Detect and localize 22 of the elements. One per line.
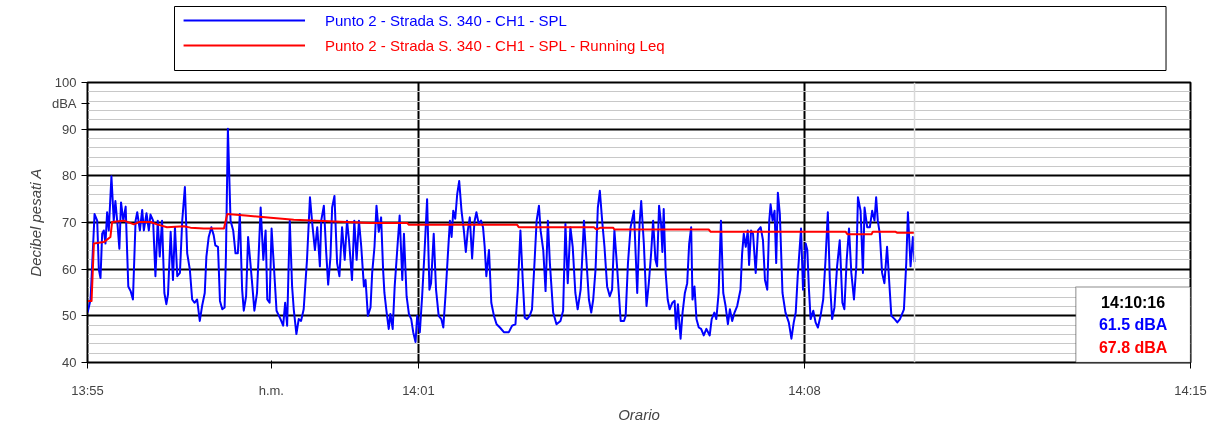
- y-tick-label: 50: [62, 308, 77, 324]
- x-tick-label: 14:15: [1174, 382, 1207, 398]
- y-tick-label: 40: [62, 355, 77, 370]
- annotation: 67.8 dBA: [1098, 338, 1168, 356]
- y-tick-label: 90: [62, 121, 77, 137]
- line-series: [87, 213, 916, 302]
- line-series: [87, 127, 916, 343]
- annotation: 14:10:16: [1101, 293, 1166, 311]
- x-tick-label: 14:01: [402, 382, 435, 398]
- text: dBA: [51, 96, 77, 111]
- y-tick-label: 100: [54, 75, 77, 90]
- y-tick-label: 60: [62, 261, 77, 277]
- x-axis-title: Orario: [618, 405, 660, 423]
- text: Punto 2 - Strada S. 340 - CH1 - SPL: [324, 12, 567, 29]
- y-tick-label: 70: [62, 215, 77, 230]
- annotation: 61.5 dBA: [1098, 316, 1168, 334]
- text: Punto 2 - Strada S. 340 - CH1 - SPL - Running Leq: [324, 37, 665, 54]
- text: h.m.: [258, 382, 284, 398]
- y-axis-title: Decibel pesati A: [26, 168, 44, 277]
- x-tick-label: 14:08: [788, 382, 821, 398]
- y-tick-label: 80: [62, 168, 77, 184]
- x-tick-label: 13:55: [71, 382, 104, 398]
